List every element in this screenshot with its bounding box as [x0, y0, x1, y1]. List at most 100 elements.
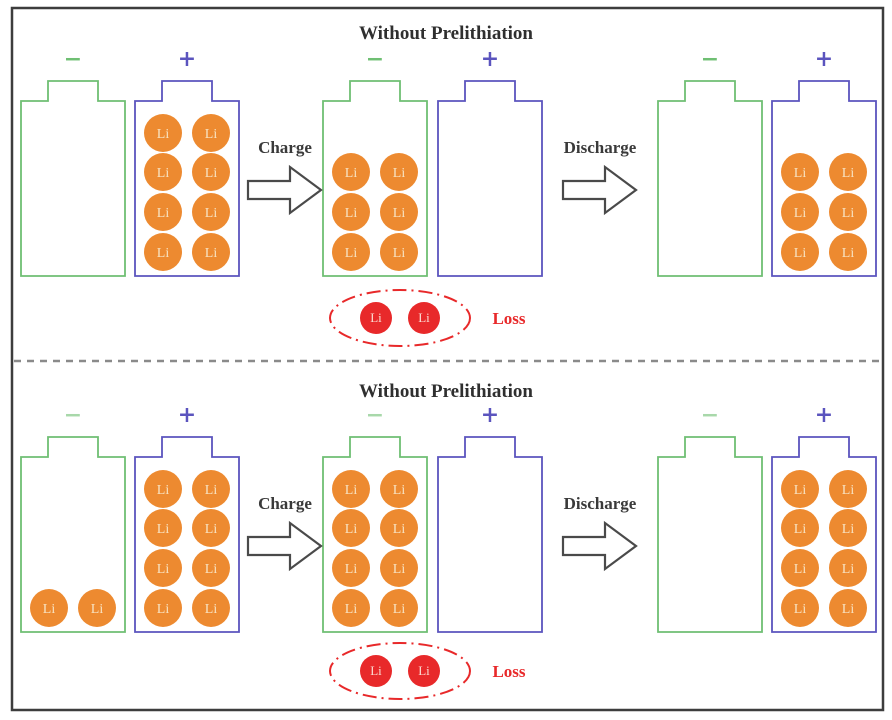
li-ion-label: Li: [205, 206, 218, 221]
lost-li-ion: [408, 655, 440, 687]
li-ion-label: Li: [345, 246, 358, 261]
li-ion: [829, 193, 867, 231]
li-ion-label: Li: [205, 483, 218, 498]
li-ion: [192, 589, 230, 627]
cathode-polarity-sign: +: [481, 46, 499, 72]
li-ion-label: Li: [842, 246, 855, 261]
li-ion-label: Li: [345, 483, 358, 498]
li-ion: [829, 153, 867, 191]
li-ion: [144, 114, 182, 152]
li-ion-label: Li: [393, 483, 406, 498]
discharge-arrow-icon: [561, 164, 638, 216]
charge-arrow-icon: [246, 164, 323, 216]
li-ion-label: Li: [205, 166, 218, 181]
li-ion-label: Li: [393, 522, 406, 537]
li-ion-label: Li: [842, 166, 855, 181]
li-ion-label: Li: [393, 602, 406, 617]
charge-label: Charge: [258, 138, 312, 157]
li-ion: [144, 549, 182, 587]
li-ion-label: Li: [842, 562, 855, 577]
battery-anode-outline: [20, 436, 126, 633]
lost-li-ion: [360, 655, 392, 687]
battery-anode-outline: [657, 436, 763, 633]
li-ion-label: Li: [345, 602, 358, 617]
li-ion-label: Li: [842, 483, 855, 498]
li-ion-label: Li: [794, 166, 807, 181]
li-ion: [144, 193, 182, 231]
anode-polarity-sign: −: [701, 402, 719, 428]
li-ion-label: Li: [157, 602, 170, 617]
li-ion-label: Li: [157, 246, 170, 261]
battery-cathode-outline: [771, 436, 877, 633]
li-ion: [829, 509, 867, 547]
battery-anode-outline: [322, 436, 428, 633]
li-ion: [380, 549, 418, 587]
li-ion-label: Li: [345, 562, 358, 577]
li-ion: [192, 470, 230, 508]
lost-li-ion: [360, 302, 392, 334]
li-ion: [144, 589, 182, 627]
li-ion: [380, 233, 418, 271]
li-ion: [332, 233, 370, 271]
li-ion: [332, 193, 370, 231]
li-ion-label: Li: [393, 562, 406, 577]
li-ion: [78, 589, 116, 627]
li-ion: [332, 509, 370, 547]
battery-cathode-outline: [134, 436, 240, 633]
anode-polarity-sign: −: [64, 46, 82, 72]
battery-cathode-outline: [134, 80, 240, 277]
li-ion-label: Li: [205, 602, 218, 617]
li-ion: [380, 509, 418, 547]
li-ion-label: Li: [205, 562, 218, 577]
li-ion-label: Li: [157, 483, 170, 498]
li-ion: [144, 153, 182, 191]
li-ion: [192, 549, 230, 587]
li-ion-label: Li: [345, 522, 358, 537]
li-ion-label: Li: [157, 166, 170, 181]
li-ion: [192, 114, 230, 152]
li-ion-label: Li: [794, 246, 807, 261]
li-ion: [781, 193, 819, 231]
li-ion: [380, 470, 418, 508]
li-ion-label: Li: [842, 522, 855, 537]
li-ion: [380, 153, 418, 191]
loss-ellipse: [329, 289, 471, 347]
li-ion-label: Li: [205, 522, 218, 537]
cathode-polarity-sign: +: [178, 402, 196, 428]
li-ion-label: Li: [393, 166, 406, 181]
li-ion: [332, 549, 370, 587]
li-ion-label: Li: [842, 206, 855, 221]
discharge-arrow-icon: [561, 520, 638, 572]
battery-anode-outline: [657, 80, 763, 277]
anode-polarity-sign: −: [366, 402, 384, 428]
li-ion: [144, 509, 182, 547]
li-ion-label: Li: [393, 206, 406, 221]
anode-polarity-sign: −: [64, 402, 82, 428]
li-ion: [144, 470, 182, 508]
cathode-polarity-sign: +: [481, 402, 499, 428]
li-ion: [829, 589, 867, 627]
li-ion-label: Li: [794, 602, 807, 617]
anode-polarity-sign: −: [701, 46, 719, 72]
figure-border: [10, 6, 885, 712]
li-ion-label: Li: [205, 246, 218, 261]
li-ion: [192, 153, 230, 191]
li-ion: [380, 193, 418, 231]
li-ion-label: Li: [345, 166, 358, 181]
loss-label: Loss: [492, 309, 525, 328]
cathode-polarity-sign: +: [178, 46, 196, 72]
li-ion: [192, 509, 230, 547]
lost-li-ion-label: Li: [370, 310, 382, 325]
panel-title: Without Prelithiation: [359, 381, 533, 402]
li-ion: [380, 589, 418, 627]
charge-arrow-icon: [246, 520, 323, 572]
charge-label: Charge: [258, 494, 312, 513]
li-ion: [781, 589, 819, 627]
li-ion-label: Li: [794, 522, 807, 537]
li-ion: [829, 233, 867, 271]
li-ion: [144, 233, 182, 271]
cathode-polarity-sign: +: [815, 46, 833, 72]
li-ion: [332, 470, 370, 508]
